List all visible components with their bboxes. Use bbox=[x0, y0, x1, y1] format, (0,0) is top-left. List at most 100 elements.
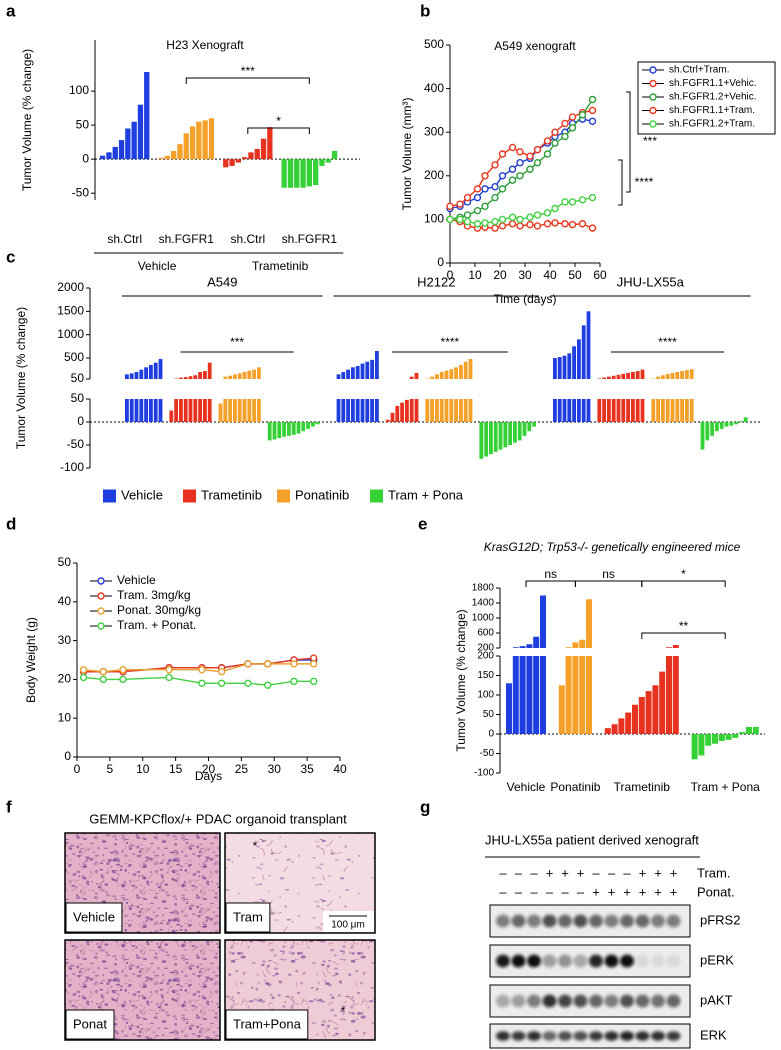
bar bbox=[631, 399, 635, 422]
bar-upper bbox=[306, 379, 310, 382]
y-tick-label: 100 bbox=[477, 690, 494, 701]
y-tick-label: 10 bbox=[58, 710, 72, 724]
bar bbox=[604, 728, 611, 734]
bar-upper bbox=[639, 648, 645, 652]
bar bbox=[532, 422, 536, 427]
y-tick-label: 40 bbox=[58, 594, 72, 608]
series-line bbox=[83, 657, 314, 673]
y-tick-label: 100 bbox=[424, 212, 444, 226]
lane-sign: – bbox=[561, 884, 569, 899]
point bbox=[290, 660, 298, 668]
legend-marker bbox=[649, 93, 657, 101]
blot-band bbox=[620, 1031, 634, 1041]
bar bbox=[414, 399, 419, 422]
blot-band bbox=[496, 994, 510, 1008]
bar-upper bbox=[316, 379, 320, 382]
bar bbox=[581, 399, 586, 422]
blot-band bbox=[620, 994, 634, 1008]
bar-upper bbox=[183, 377, 188, 379]
bar bbox=[618, 718, 625, 734]
y-tick-label: 50 bbox=[76, 117, 90, 131]
bar bbox=[235, 159, 241, 163]
bar bbox=[577, 399, 581, 422]
point bbox=[473, 185, 482, 193]
y-tick-label: 50 bbox=[483, 709, 495, 720]
x-tick-label: 20 bbox=[202, 762, 216, 776]
bar bbox=[625, 712, 632, 734]
point bbox=[456, 200, 464, 208]
bar bbox=[689, 399, 694, 422]
point bbox=[543, 150, 552, 158]
bar bbox=[375, 399, 379, 422]
group-label: A549 bbox=[207, 274, 237, 289]
legend-marker bbox=[649, 79, 657, 88]
point bbox=[516, 159, 524, 167]
blot-band bbox=[542, 954, 557, 968]
bar bbox=[712, 734, 718, 744]
point bbox=[463, 193, 472, 202]
y-axis-label: Tumor Volume (% change) bbox=[20, 49, 34, 191]
x-tick-label: 15 bbox=[169, 762, 183, 776]
y-tick-label: 200 bbox=[477, 643, 494, 654]
blot-band bbox=[604, 954, 619, 968]
point bbox=[463, 217, 472, 226]
significance-label: ns bbox=[544, 567, 557, 581]
bar-upper bbox=[701, 379, 705, 384]
image-marker: * bbox=[253, 839, 258, 853]
blot-band bbox=[527, 954, 541, 968]
bar bbox=[454, 399, 458, 422]
bar-upper bbox=[193, 375, 198, 379]
point bbox=[508, 213, 517, 221]
series-label: sh.Ctrl bbox=[230, 232, 265, 246]
bar-upper bbox=[297, 379, 301, 383]
bar-upper bbox=[518, 379, 522, 383]
bar-upper bbox=[621, 373, 626, 379]
y-tick-label: 600 bbox=[477, 628, 494, 639]
point bbox=[551, 128, 559, 136]
bar-upper bbox=[526, 644, 533, 648]
bar-upper bbox=[652, 648, 658, 651]
blot-band bbox=[589, 954, 603, 968]
bar bbox=[202, 120, 208, 160]
point bbox=[526, 213, 534, 221]
bar bbox=[565, 656, 572, 734]
bar-upper bbox=[242, 372, 247, 379]
bar bbox=[203, 399, 207, 422]
bar bbox=[732, 734, 739, 738]
bar bbox=[260, 138, 267, 160]
bar bbox=[153, 399, 158, 422]
x-axis-label: Days bbox=[195, 769, 222, 783]
blot-band bbox=[558, 994, 572, 1008]
bar bbox=[405, 399, 409, 422]
blot-band bbox=[496, 954, 510, 968]
y-tick-label: 500 bbox=[424, 37, 444, 51]
bar bbox=[718, 734, 725, 742]
lane-sign: – bbox=[608, 865, 616, 880]
y-tick-label: -100 bbox=[474, 768, 494, 779]
bar-upper bbox=[581, 325, 586, 379]
bar bbox=[183, 133, 189, 160]
bar bbox=[336, 399, 341, 422]
bar bbox=[248, 152, 254, 160]
y-tick-label: 200 bbox=[477, 651, 494, 662]
bar bbox=[144, 72, 150, 160]
bar-upper bbox=[640, 369, 645, 379]
bar-upper bbox=[375, 351, 379, 379]
bar-upper bbox=[129, 373, 134, 379]
bar-upper bbox=[715, 379, 719, 382]
bar bbox=[294, 159, 300, 188]
bar-upper bbox=[586, 311, 591, 379]
bar-upper bbox=[665, 373, 670, 379]
bar-upper bbox=[198, 372, 202, 379]
bar bbox=[670, 399, 675, 422]
bar bbox=[158, 157, 164, 160]
x-tick-label: 0 bbox=[447, 268, 454, 282]
bar-upper bbox=[179, 377, 183, 379]
bar bbox=[430, 399, 434, 422]
x-tick-label: 40 bbox=[333, 762, 347, 776]
bar bbox=[174, 399, 178, 422]
bar bbox=[341, 399, 346, 422]
bar bbox=[691, 734, 698, 760]
point bbox=[491, 161, 499, 169]
point bbox=[119, 675, 127, 684]
